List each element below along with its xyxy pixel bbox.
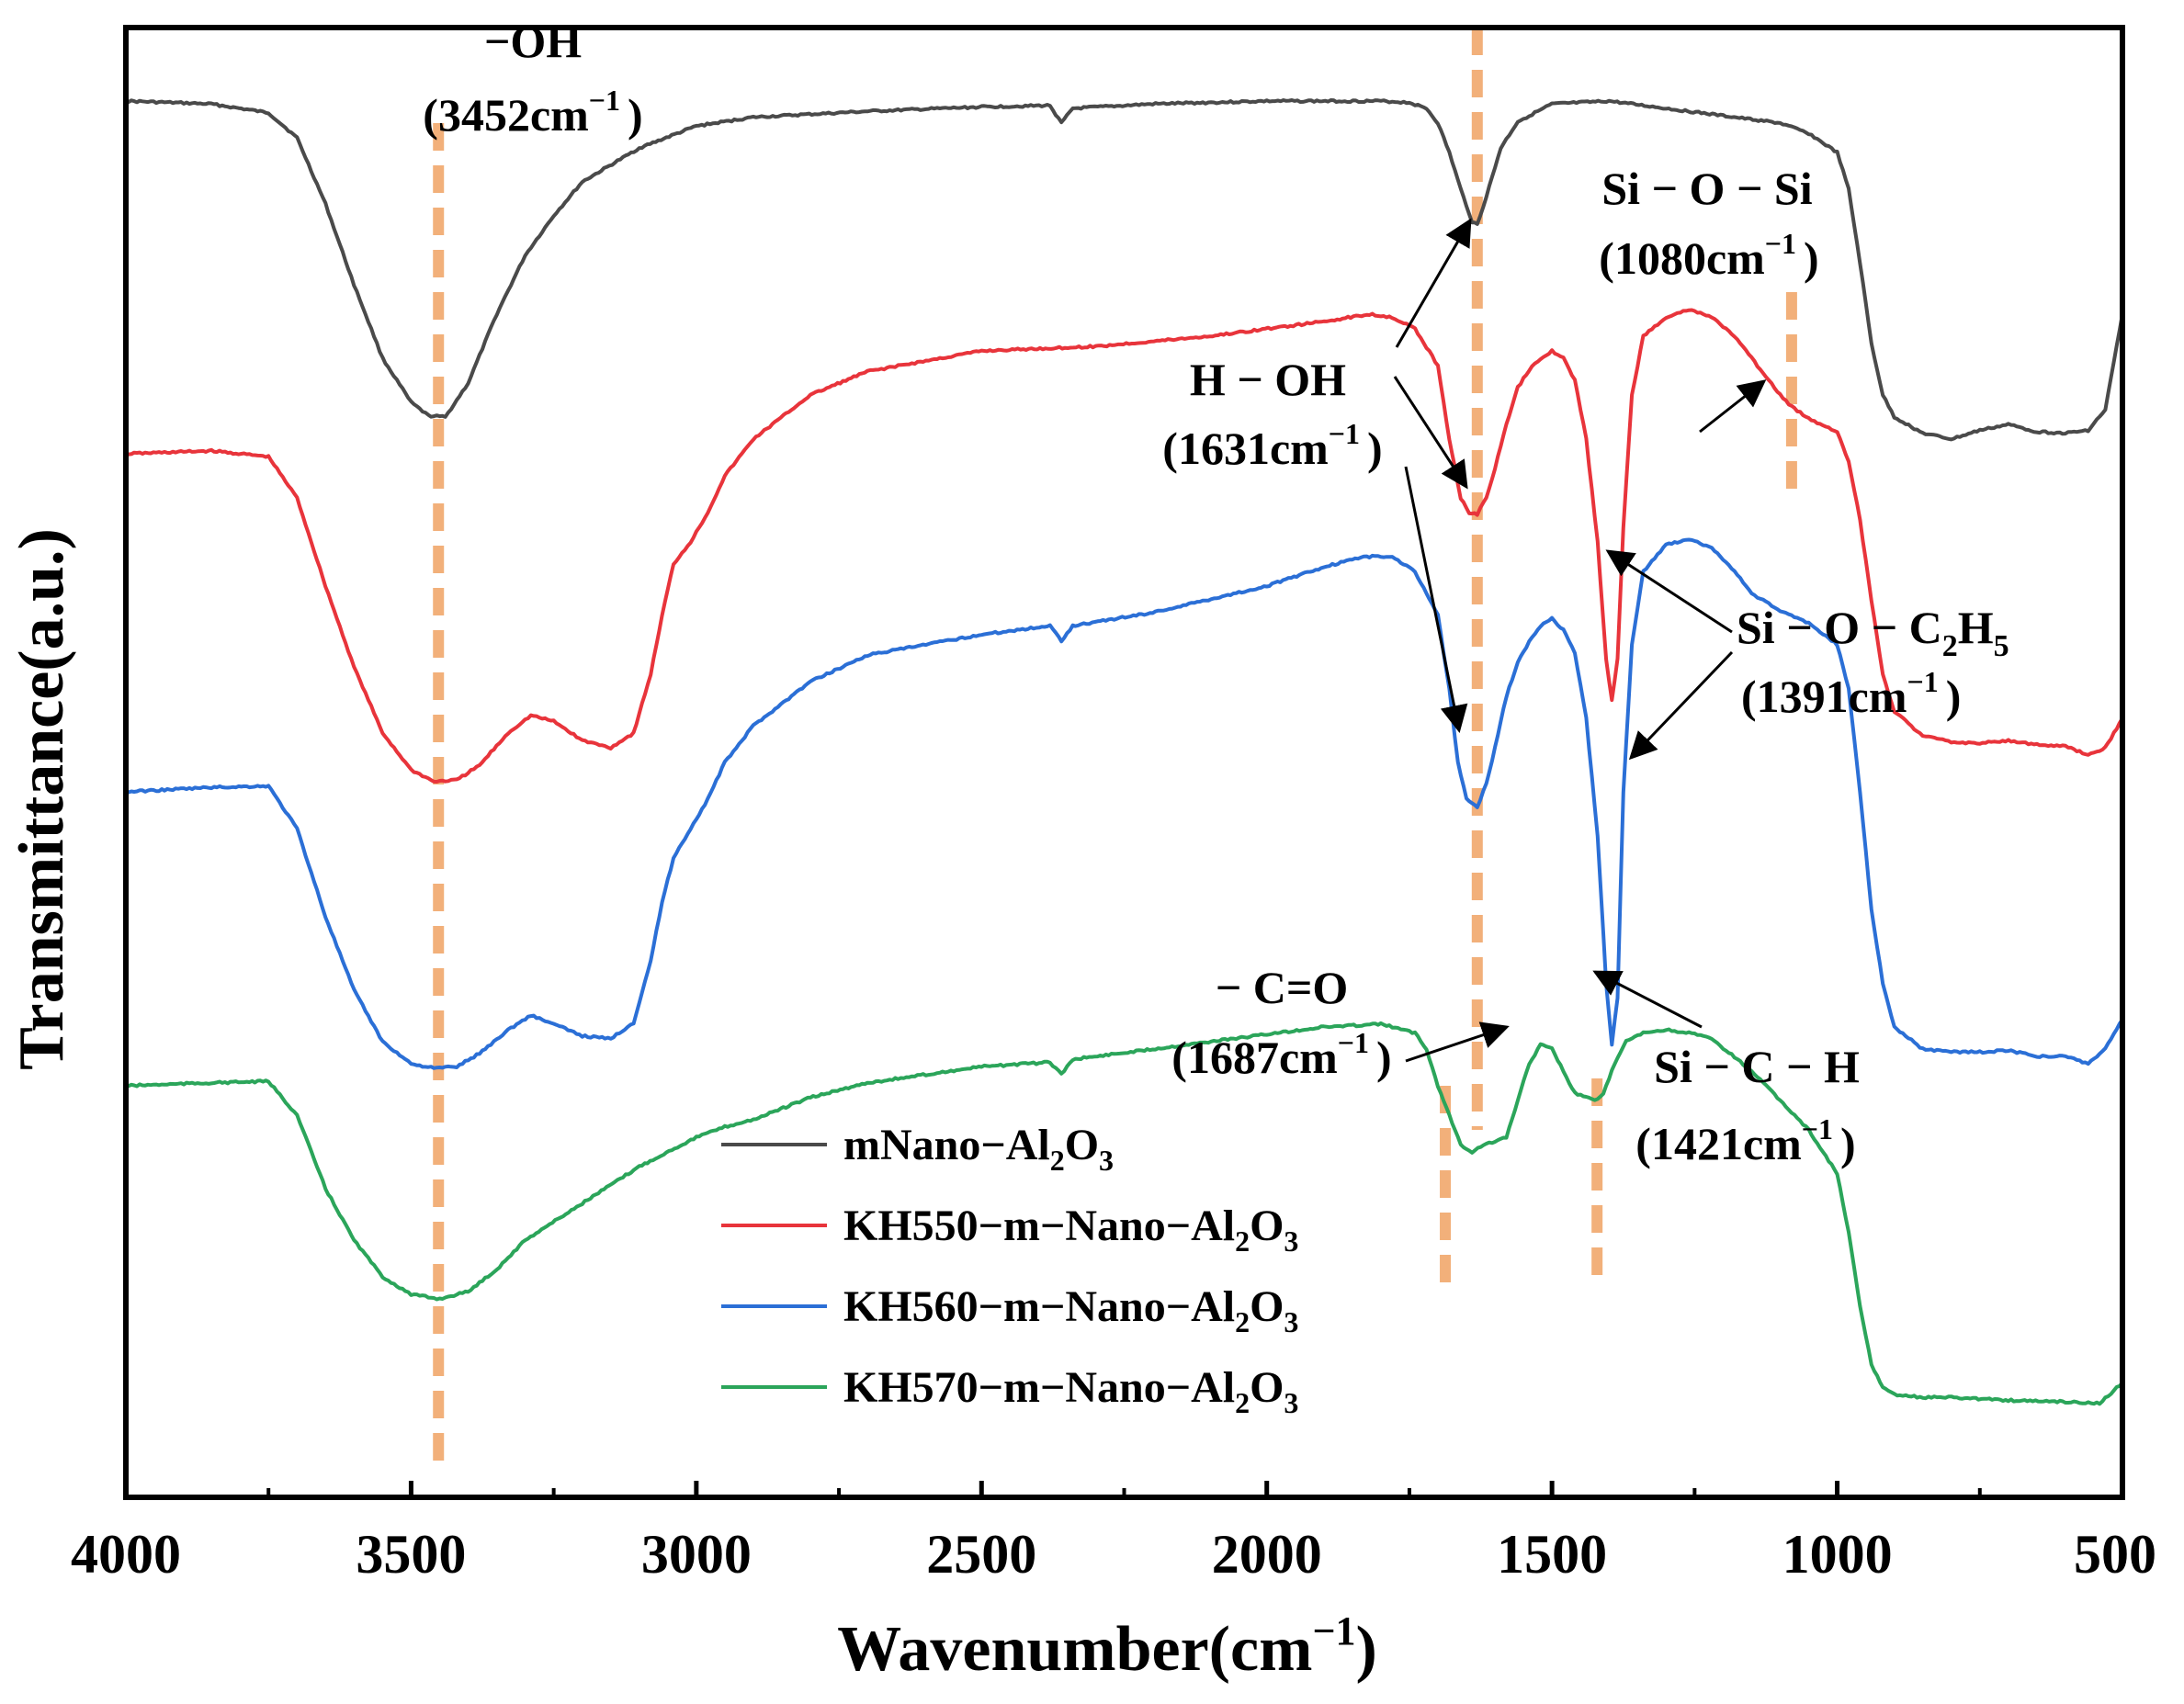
x-tick-label: 2500 [926, 1524, 1036, 1585]
svg-text:(1421cm−1): (1421cm−1) [1635, 1112, 1855, 1169]
x-axis-ticks: 4000 3500 3000 2500 2000 1500 1000 500 [71, 1481, 2156, 1585]
series-line-1 [125, 308, 2124, 784]
series-line-2 [125, 537, 2124, 1070]
svg-text:(3452cm−1): (3452cm−1) [423, 84, 642, 141]
x-tick-label: 3500 [356, 1524, 466, 1585]
spectra-series [125, 98, 2124, 1406]
x-tick-label: 4000 [71, 1524, 181, 1585]
x-tick-label: 500 [2074, 1524, 2156, 1585]
legend-item-kh550: KH550−m−Nano−Al2O3 [721, 1202, 1298, 1258]
annotation-si-o-c2h5: Si − O − C2H5 (1391cm−1) [1605, 549, 2009, 761]
series-line-3 [126, 1021, 2124, 1406]
annotations: −OH (3452cm−1) H − OH (1631cm−1) Si − O … [423, 16, 2009, 1169]
svg-text:(1080cm−1): (1080cm−1) [1599, 227, 1818, 284]
series-line-0 [125, 98, 2124, 442]
svg-text:KH560−m−Nano−Al2O3: KH560−m−Nano−Al2O3 [843, 1282, 1298, 1338]
peak-reference-lines [433, 28, 1797, 1475]
svg-text:KH570−m−Nano−Al2O3: KH570−m−Nano−Al2O3 [843, 1363, 1298, 1419]
svg-text:Si − C − H: Si − C − H [1654, 1041, 1860, 1092]
legend-item-kh570: KH570−m−Nano−Al2O3 [721, 1363, 1298, 1419]
annotation-si-o-si: Si − O − Si (1080cm−1) [1599, 163, 1819, 434]
svg-text:mNano−Al2O3: mNano−Al2O3 [843, 1121, 1114, 1177]
legend: mNano−Al2O3 KH550−m−Nano−Al2O3 KH560−m−N… [721, 1121, 1298, 1419]
x-tick-label: 3000 [641, 1524, 752, 1585]
svg-text:H − OH: H − OH [1190, 354, 1346, 405]
annotation-si-c-h: Si − C − H (1421cm−1) [1592, 970, 1860, 1169]
svg-text:(1687cm−1): (1687cm−1) [1171, 1026, 1391, 1083]
annotation-h-oh: H − OH (1631cm−1) [1162, 218, 1472, 733]
y-axis-title: Transmittance(a.u.) [6, 528, 77, 1070]
svg-text:(1391cm−1): (1391cm−1) [1741, 665, 1961, 722]
x-axis-title: Wavenumber(cm−1) [837, 1608, 1377, 1685]
svg-text:(1631cm−1): (1631cm−1) [1162, 417, 1382, 474]
legend-item-mnano: mNano−Al2O3 [721, 1121, 1114, 1177]
x-tick-label: 1000 [1782, 1524, 1893, 1585]
svg-text:KH550−m−Nano−Al2O3: KH550−m−Nano−Al2O3 [843, 1202, 1298, 1258]
svg-text:Si − O − C2H5: Si − O − C2H5 [1737, 602, 2009, 663]
annotation-oh: −OH (3452cm−1) [423, 16, 642, 141]
x-tick-label: 2000 [1212, 1524, 1322, 1585]
plot-frame [123, 25, 2125, 1500]
x-tick-label: 1500 [1497, 1524, 1607, 1585]
annotation-c-o: − C=O (1687cm−1) [1171, 962, 1510, 1083]
svg-text:Si − O − Si: Si − O − Si [1601, 163, 1812, 214]
svg-text:−OH: −OH [484, 16, 582, 67]
svg-text:− C=O: − C=O [1216, 962, 1348, 1013]
legend-item-kh560: KH560−m−Nano−Al2O3 [721, 1282, 1298, 1338]
